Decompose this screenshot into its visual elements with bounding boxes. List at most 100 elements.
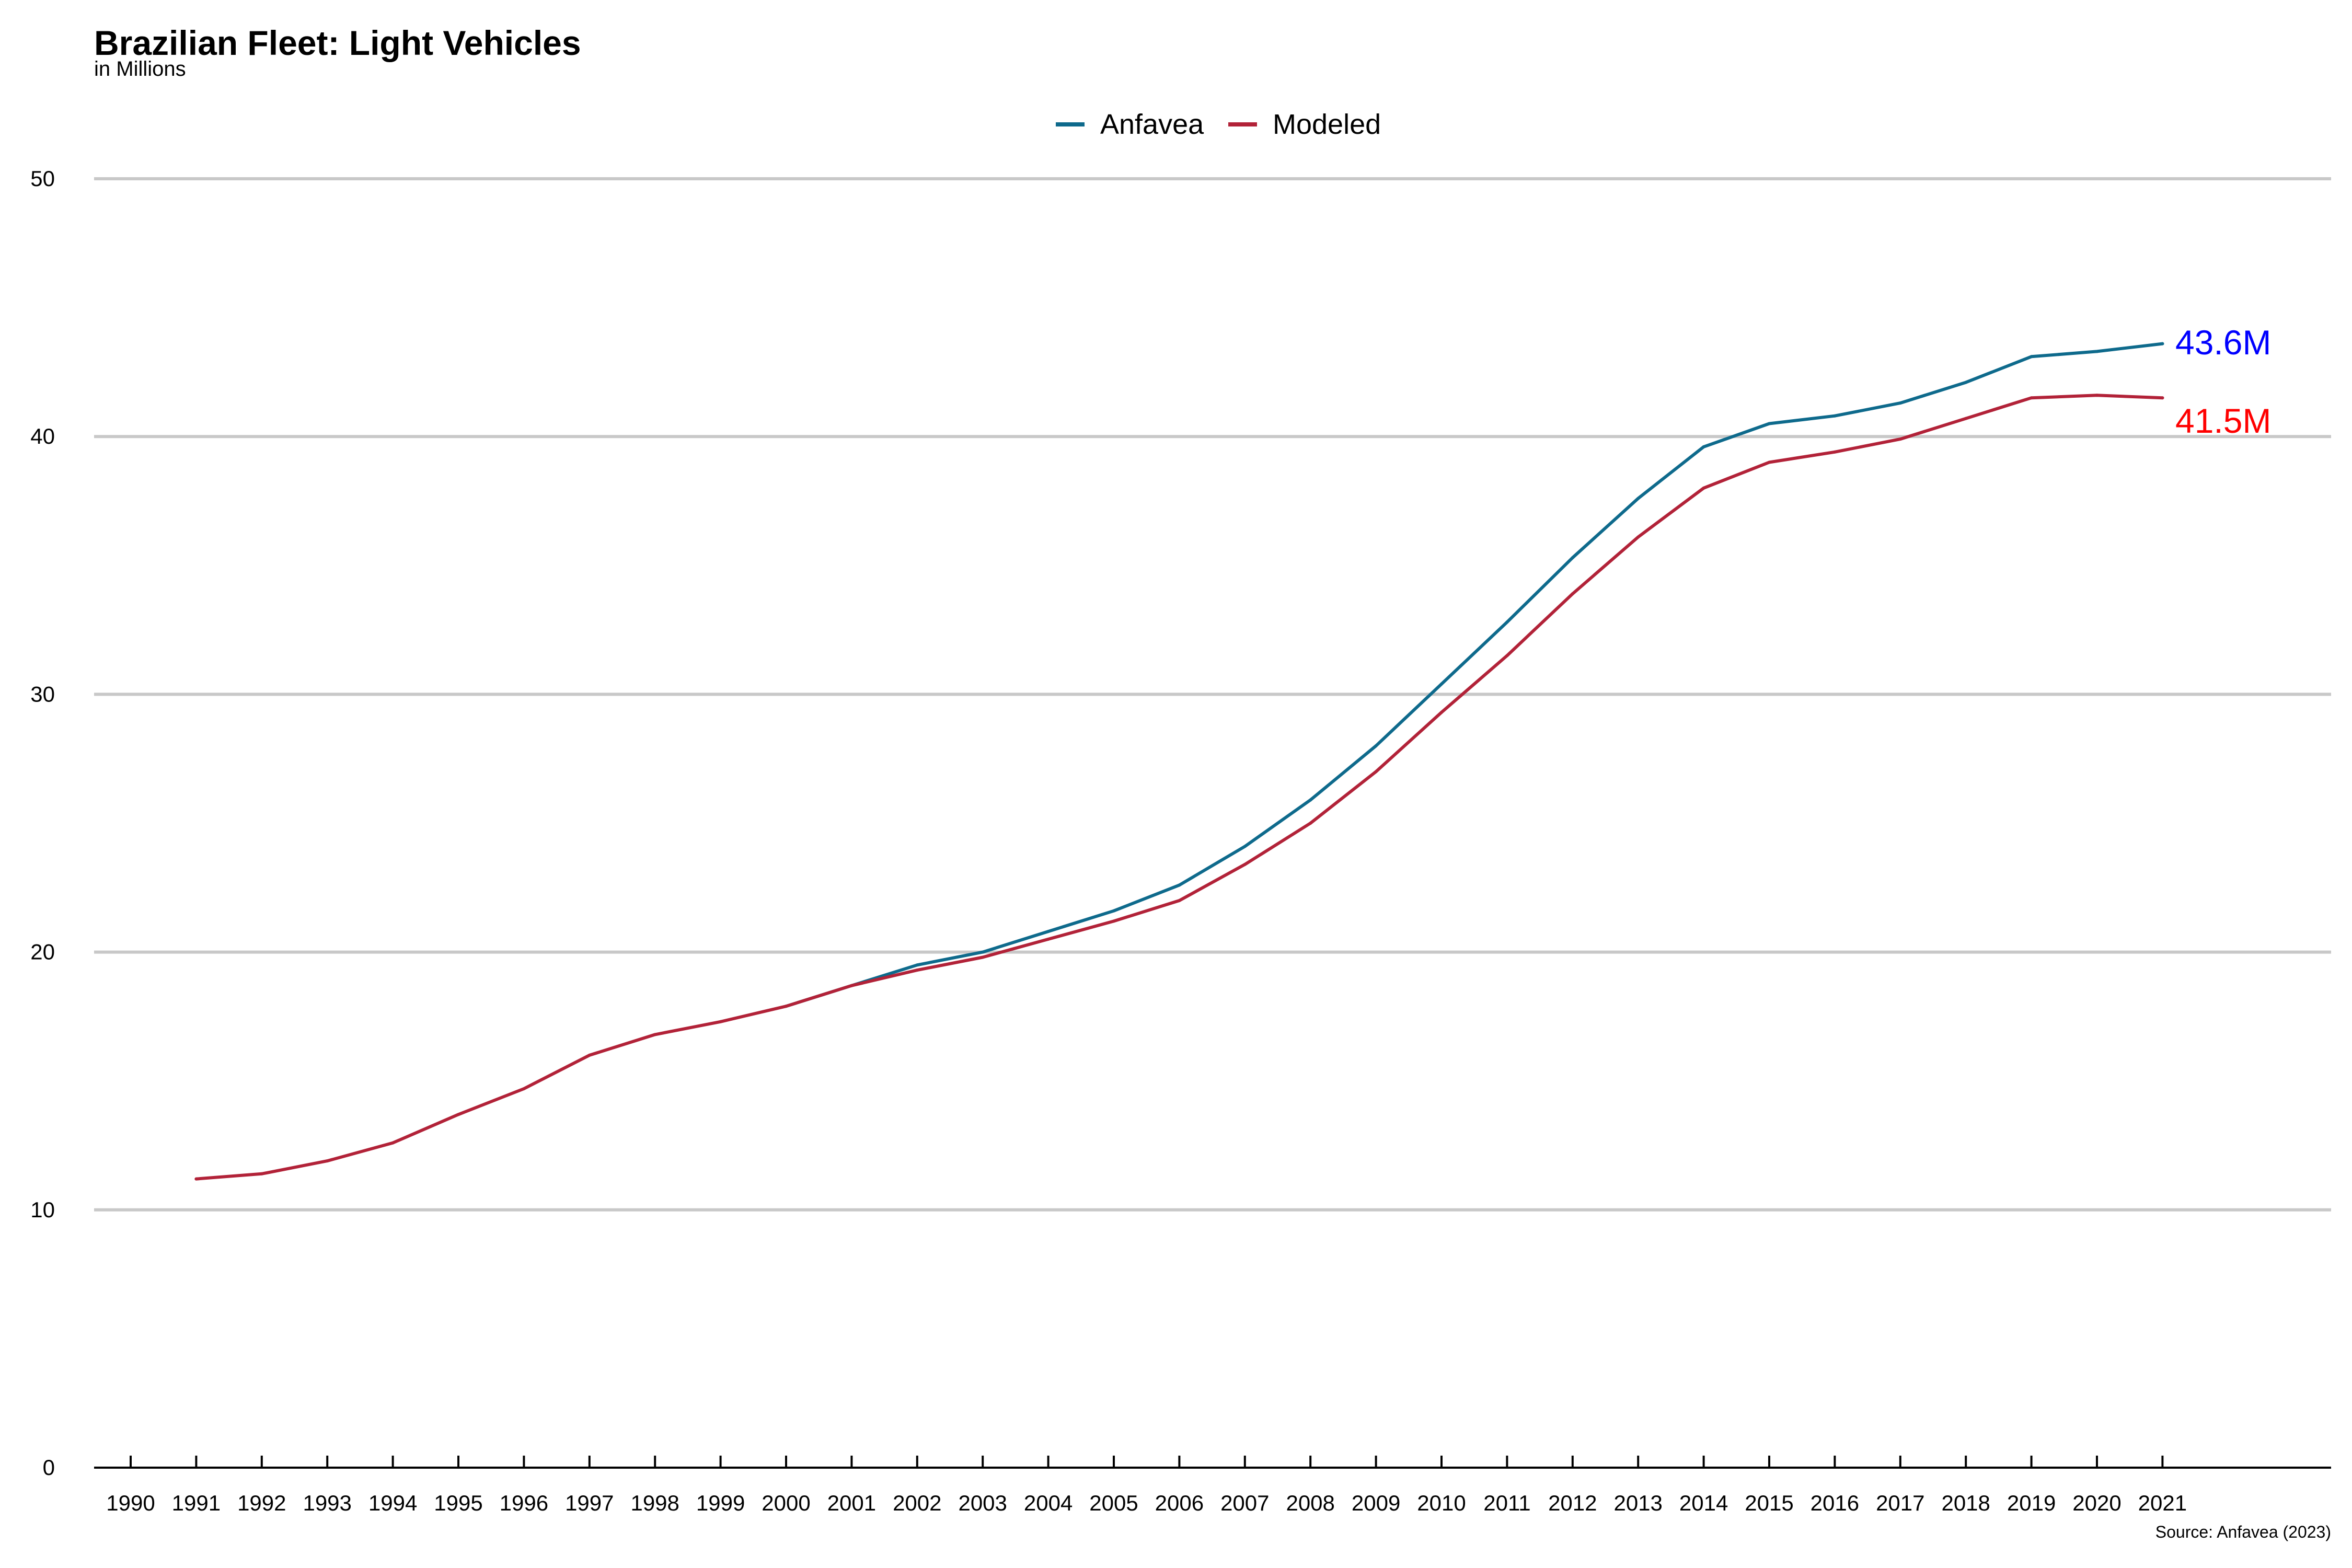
x-tick-label-2017: 2017 [1876, 1491, 1924, 1515]
series-line-modeled [194, 394, 2164, 1181]
data-point-anfavea-2013 [1636, 497, 1640, 500]
x-tick-label-2002: 2002 [893, 1491, 941, 1515]
x-tick-label-1997: 1997 [565, 1491, 614, 1515]
x-tick-label-2001: 2001 [827, 1491, 876, 1515]
data-point-anfavea-2004 [1046, 930, 1050, 933]
data-point-modeled-1999 [719, 1020, 722, 1023]
x-tick-label-1998: 1998 [630, 1491, 679, 1515]
data-point-anfavea-2019 [2030, 355, 2033, 359]
data-point-modeled-2000 [785, 1005, 788, 1008]
data-point-modeled-2010 [1440, 710, 1443, 714]
x-tick-label-1995: 1995 [434, 1491, 482, 1515]
data-point-anfavea-2020 [2095, 350, 2099, 353]
data-point-modeled-2005 [1112, 919, 1115, 923]
data-point-modeled-1993 [326, 1159, 329, 1163]
x-tick-label-1994: 1994 [368, 1491, 417, 1515]
gridlines [94, 177, 2331, 1212]
y-axis-tick-labels: 0 10 20 30 40 50 [30, 166, 55, 1480]
legend: Anfavea Modeled [1056, 109, 1381, 140]
data-point-modeled-2002 [915, 969, 919, 972]
data-point-modeled-1997 [587, 1053, 591, 1057]
data-point-modeled-2020 [2095, 394, 2099, 397]
x-axis-ticks: 1990 1991 1992 1993 1994 1995 1996 1997 1998 1999… [106, 1456, 2187, 1515]
x-tick-label-2016: 2016 [1811, 1491, 1859, 1515]
x-tick-label-1990: 1990 [106, 1491, 155, 1515]
data-point-modeled-2018 [1964, 417, 1968, 420]
data-point-modeled-1998 [653, 1033, 657, 1036]
data-point-modeled-2008 [1309, 822, 1312, 825]
x-tick-label-2000: 2000 [762, 1491, 810, 1515]
data-point-modeled-2021 [2161, 396, 2164, 400]
data-point-modeled-2017 [1898, 437, 1902, 441]
end-label-modeled: 41.5M [2175, 401, 2271, 440]
data-point-anfavea-2015 [1768, 422, 1771, 425]
data-point-anfavea-2012 [1571, 556, 1574, 560]
y-tick-label-50: 50 [30, 166, 55, 191]
y-tick-label-20: 20 [30, 940, 55, 964]
x-tick-label-1991: 1991 [172, 1491, 221, 1515]
x-tick-label-1999: 1999 [696, 1491, 745, 1515]
data-point-modeled-1994 [391, 1141, 395, 1145]
end-label-anfavea: 43.6M [2175, 323, 2271, 362]
x-tick-label-2015: 2015 [1745, 1491, 1793, 1515]
legend-label-anfavea: Anfavea [1100, 109, 1204, 140]
data-point-anfavea-2009 [1374, 744, 1378, 748]
data-point-anfavea-2011 [1505, 620, 1509, 624]
series-lines [194, 342, 2164, 1181]
y-tick-label-30: 30 [30, 682, 55, 706]
data-point-modeled-2014 [1702, 486, 1705, 490]
chart-subtitle: in Millions [94, 57, 186, 80]
legend-label-modeled: Modeled [1273, 109, 1381, 140]
x-tick-label-2014: 2014 [1679, 1491, 1728, 1515]
x-tick-label-2010: 2010 [1417, 1491, 1466, 1515]
data-point-modeled-2013 [1636, 535, 1640, 539]
end-labels: 43.6M 41.5M [2175, 323, 2271, 440]
y-tick-label-40: 40 [30, 424, 55, 448]
data-point-anfavea-2003 [981, 950, 985, 954]
x-tick-label-2005: 2005 [1089, 1491, 1138, 1515]
data-point-anfavea-2018 [1964, 381, 1968, 384]
data-point-modeled-2006 [1178, 898, 1181, 902]
x-tick-label-2004: 2004 [1024, 1491, 1073, 1515]
data-point-modeled-2001 [850, 984, 854, 987]
x-tick-label-1992: 1992 [237, 1491, 286, 1515]
source-note: Source: Anfavea (2023) [2155, 1523, 2331, 1541]
data-point-modeled-2009 [1374, 770, 1378, 774]
data-point-anfavea-2016 [1833, 414, 1837, 418]
data-point-modeled-2019 [2030, 396, 2033, 400]
data-point-modeled-2007 [1243, 862, 1247, 866]
data-point-anfavea-2010 [1440, 682, 1443, 686]
x-tick-label-2018: 2018 [1941, 1491, 1990, 1515]
x-tick-label-2006: 2006 [1155, 1491, 1204, 1515]
data-point-anfavea-2021 [2161, 342, 2164, 345]
x-tick-label-2008: 2008 [1286, 1491, 1334, 1515]
series-line-anfavea [785, 342, 2164, 1008]
x-tick-label-2012: 2012 [1548, 1491, 1597, 1515]
data-point-anfavea-2002 [915, 963, 919, 967]
data-point-anfavea-2007 [1243, 845, 1247, 848]
chart-title: Brazilian Fleet: Light Vehicles [94, 24, 581, 62]
x-tick-label-2021: 2021 [2138, 1491, 2187, 1515]
x-tick-label-1993: 1993 [303, 1491, 351, 1515]
x-tick-label-1996: 1996 [500, 1491, 548, 1515]
data-point-anfavea-2008 [1309, 798, 1312, 802]
x-tick-label-2007: 2007 [1220, 1491, 1269, 1515]
data-point-modeled-1995 [457, 1113, 460, 1116]
data-point-modeled-2004 [1046, 937, 1050, 941]
data-point-modeled-2015 [1768, 460, 1771, 464]
x-tick-label-2003: 2003 [958, 1491, 1007, 1515]
data-point-modeled-2012 [1571, 592, 1574, 596]
data-point-modeled-2011 [1505, 654, 1509, 658]
y-tick-label-0: 0 [43, 1455, 55, 1480]
data-point-anfavea-2014 [1702, 445, 1705, 448]
data-point-modeled-2016 [1833, 450, 1837, 454]
data-point-modeled-2003 [981, 955, 985, 959]
y-tick-label-10: 10 [30, 1197, 55, 1222]
x-tick-label-2011: 2011 [1483, 1491, 1530, 1515]
data-point-modeled-1992 [260, 1172, 263, 1175]
data-point-modeled-1996 [522, 1087, 526, 1090]
x-tick-label-2020: 2020 [2072, 1491, 2121, 1515]
x-tick-label-2013: 2013 [1613, 1491, 1662, 1515]
data-point-anfavea-2006 [1178, 883, 1181, 887]
